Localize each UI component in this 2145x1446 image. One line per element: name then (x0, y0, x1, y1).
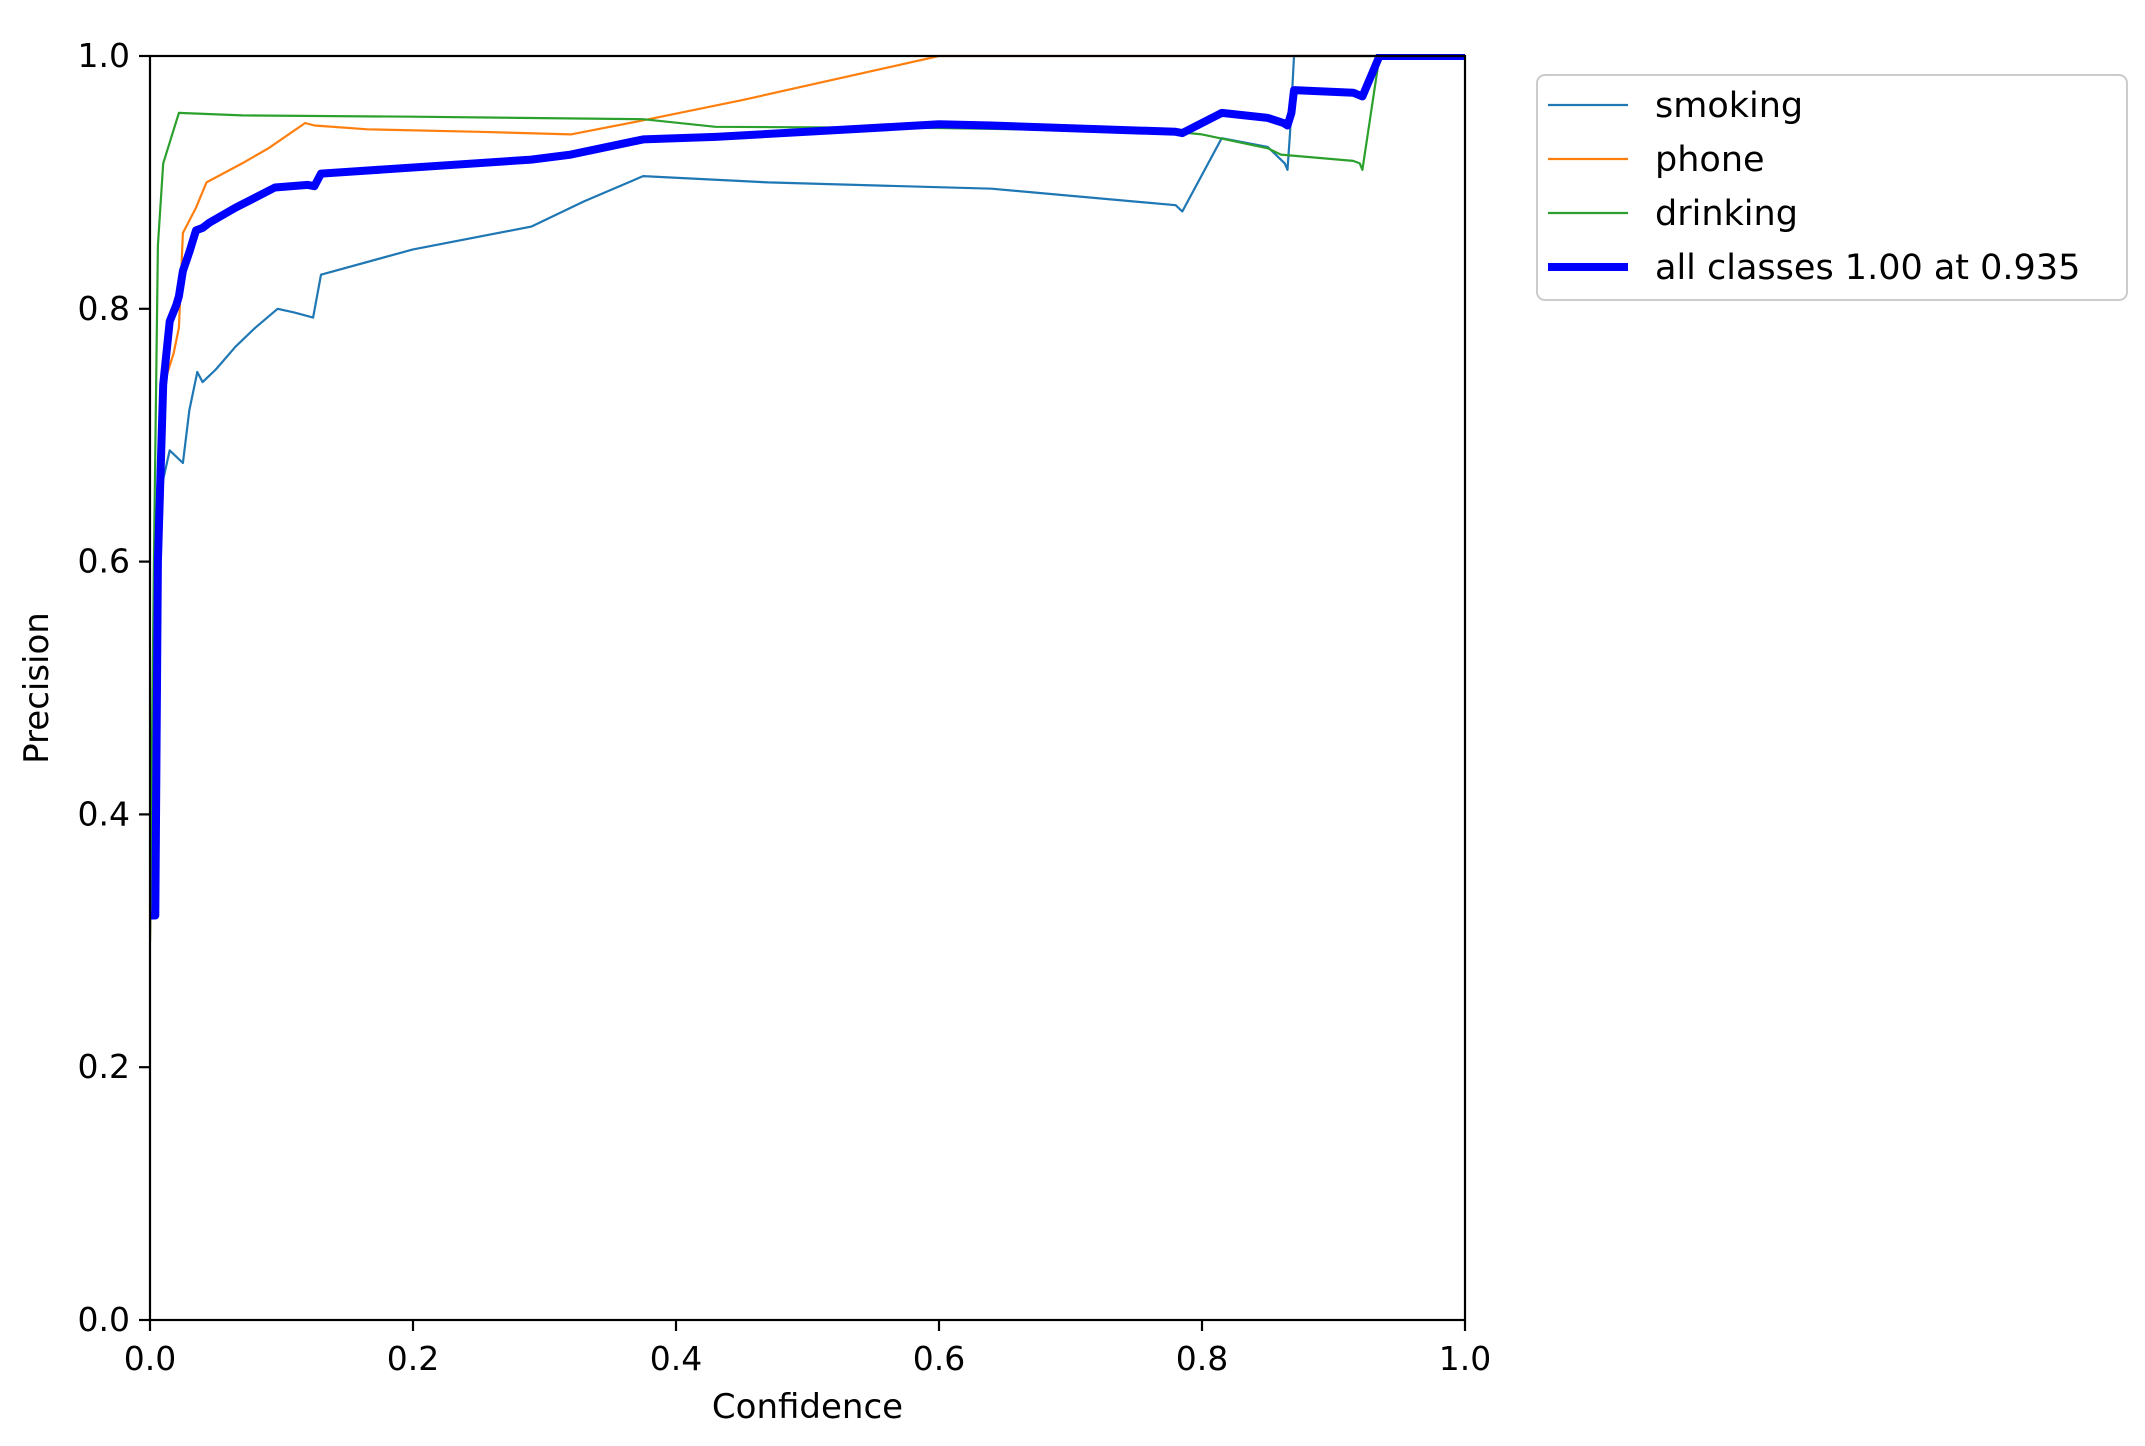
legend-label-0: smoking (1655, 86, 1803, 126)
x-tick-label: 0.2 (387, 1339, 439, 1378)
y-tick-label: 0.0 (78, 1300, 130, 1339)
x-tick-label: 0.8 (1176, 1339, 1228, 1378)
plot-frame (148, 54, 1467, 1322)
series-line-3 (150, 54, 1465, 920)
x-tick-label: 0.6 (913, 1339, 965, 1378)
legend: smoking phone drinking all classes 1.00 at … (1536, 74, 2128, 301)
y-axis-ticks: 0.0 0.2 0.4 0.6 0.8 1.0 (78, 36, 150, 1339)
legend-label-3: all classes 1.00 at 0.935 (1655, 248, 2080, 288)
series-line-0 (150, 54, 1465, 930)
x-tick-label: 1.0 (1439, 1339, 1491, 1378)
legend-label-1: phone (1655, 140, 1765, 180)
y-tick-label: 0.2 (78, 1047, 130, 1086)
y-axis-label: Precision (17, 612, 57, 764)
legend-label-2: drinking (1655, 194, 1798, 234)
y-tick-label: 0.6 (78, 542, 130, 581)
y-tick-label: 0.4 (78, 794, 130, 833)
x-axis-ticks: 0.0 0.2 0.4 0.6 0.8 1.0 (124, 1320, 1491, 1378)
x-tick-label: 0.0 (124, 1339, 176, 1378)
x-axis-label: Confidence (712, 1387, 903, 1427)
series-line-1 (150, 54, 1465, 942)
series-layer (150, 54, 1465, 942)
legend-box (1536, 74, 2128, 301)
y-tick-label: 1.0 (78, 36, 130, 75)
y-tick-label: 0.8 (78, 289, 130, 328)
series-line-2 (150, 54, 1465, 942)
x-tick-label: 0.4 (650, 1339, 702, 1378)
